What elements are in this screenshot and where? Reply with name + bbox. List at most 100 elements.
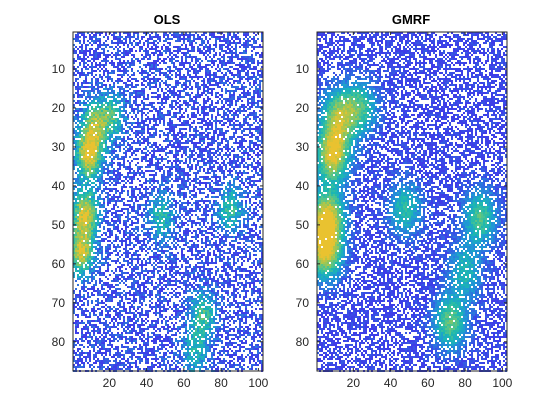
ols-heatmap-cell [115, 102, 117, 104]
ols-heatmap-cell [255, 126, 257, 128]
ols-heatmap-cell [197, 34, 199, 36]
ols-heatmap-cell [141, 132, 143, 134]
ols-heatmap-cell [105, 144, 107, 146]
ols-heatmap-cell [141, 192, 143, 194]
ols-heatmap-cell [253, 98, 255, 100]
ols-heatmap-cell [175, 166, 177, 168]
ols-heatmap-cell [163, 164, 165, 166]
ols-heatmap-cell [227, 154, 229, 156]
ols-heatmap-cell [261, 172, 263, 174]
ols-heatmap-cell [103, 202, 105, 204]
ols-heatmap-cell [145, 70, 147, 72]
ols-heatmap-cell [233, 150, 235, 152]
ols-heatmap-cell [189, 36, 191, 38]
ols-heatmap-cell [157, 190, 159, 192]
ols-heatmap-cell [183, 102, 185, 104]
ols-heatmap-cell [199, 36, 201, 38]
ols-heatmap-cell [179, 148, 181, 150]
ols-heatmap-cell [85, 182, 87, 184]
ols-heatmap-cell [261, 152, 263, 154]
ols-heatmap-cell [217, 36, 219, 38]
ols-heatmap-cell [113, 150, 115, 152]
ols-heatmap-cell [93, 198, 95, 200]
ols-heatmap-cell [223, 170, 225, 172]
ols-heatmap-cell [103, 54, 105, 56]
ols-heatmap-cell [167, 198, 169, 200]
ols-heatmap-cell [171, 202, 173, 204]
ols-heatmap-cell [85, 156, 87, 158]
ols-heatmap-cell [249, 58, 251, 60]
ols-heatmap-cell [167, 166, 169, 168]
ols-heatmap-cell [123, 62, 125, 64]
ols-heatmap-cell [181, 90, 183, 92]
ols-heatmap-cell [135, 188, 137, 190]
ols-heatmap-cell [127, 142, 129, 144]
ols-heatmap-cell [153, 66, 155, 68]
ols-heatmap-cell [237, 178, 239, 180]
ols-heatmap-cell [241, 52, 243, 54]
ols-heatmap-cell [257, 160, 259, 162]
ols-heatmap-cell [151, 36, 153, 38]
ols-heatmap-cell [259, 132, 261, 134]
ols-heatmap-cell [203, 104, 205, 106]
ols-heatmap-cell [229, 70, 231, 72]
ols-heatmap-cell [239, 162, 241, 164]
ols-heatmap-cell [233, 184, 235, 186]
ols-heatmap-cell [199, 170, 201, 172]
ols-heatmap-cell [159, 114, 161, 116]
ols-heatmap-cell [99, 184, 101, 186]
ols-heatmap-cell [165, 208, 167, 210]
ols-heatmap-cell [125, 150, 127, 152]
ols-heatmap-cell [203, 110, 205, 112]
ols-heatmap-cell [181, 194, 183, 196]
ols-heatmap-cell [205, 148, 207, 150]
ols-heatmap-cell [127, 66, 129, 68]
ols-heatmap-cell [179, 204, 181, 206]
ols-heatmap-cell [151, 194, 153, 196]
ols-heatmap-cell [213, 64, 215, 66]
ols-heatmap-cell [251, 132, 253, 134]
ols-heatmap-cell [215, 140, 217, 142]
ols-heatmap-cell [85, 162, 87, 164]
ols-heatmap-cell [249, 182, 251, 184]
ols-heatmap-cell [245, 36, 247, 38]
ols-heatmap-cell [241, 84, 243, 86]
ols-heatmap-cell [183, 208, 185, 210]
ols-heatmap-cell [77, 66, 79, 68]
ols-heatmap-cell [169, 144, 171, 146]
ols-heatmap-cell [121, 36, 123, 38]
ols-heatmap-cell [255, 184, 257, 186]
ols-heatmap-cell [191, 58, 193, 60]
ols-heatmap-cell [115, 52, 117, 54]
ols-heatmap-cell [125, 100, 127, 102]
ols-heatmap-cell [117, 190, 119, 192]
ols-heatmap-cell [107, 80, 109, 82]
ols-heatmap-cell [135, 198, 137, 200]
ols-heatmap-cell [249, 142, 251, 144]
ols-heatmap-cell [229, 118, 231, 120]
ols-heatmap-cell [195, 76, 197, 78]
ols-heatmap-cell [237, 124, 239, 126]
ols-heatmap-cell [105, 70, 107, 72]
ols-heatmap-cell [207, 138, 209, 140]
ols-heatmap-cell [227, 118, 229, 120]
ols-heatmap-cell [81, 74, 83, 76]
ols-heatmap-cell [157, 54, 159, 56]
ols-heatmap-cell [181, 60, 183, 62]
ols-heatmap-cell [247, 164, 249, 166]
ols-heatmap-cell [259, 96, 261, 98]
ols-heatmap-cell [147, 62, 149, 64]
ols-heatmap-cell [219, 192, 221, 194]
ols-heatmap-cell [95, 58, 97, 60]
ols-heatmap-cell [185, 62, 187, 64]
ols-heatmap-cell [223, 160, 225, 162]
ols-heatmap-cell [141, 126, 143, 128]
ols-heatmap-cell [73, 52, 75, 54]
ols-heatmap-cell [185, 54, 187, 56]
ols-heatmap-cell [133, 96, 135, 98]
ols-heatmap-cell [79, 72, 81, 74]
ols-heatmap-cell [113, 108, 115, 110]
ols-heatmap-cell [229, 136, 231, 138]
ols-heatmap-cell [247, 116, 249, 118]
ols-heatmap-cell [119, 192, 121, 194]
